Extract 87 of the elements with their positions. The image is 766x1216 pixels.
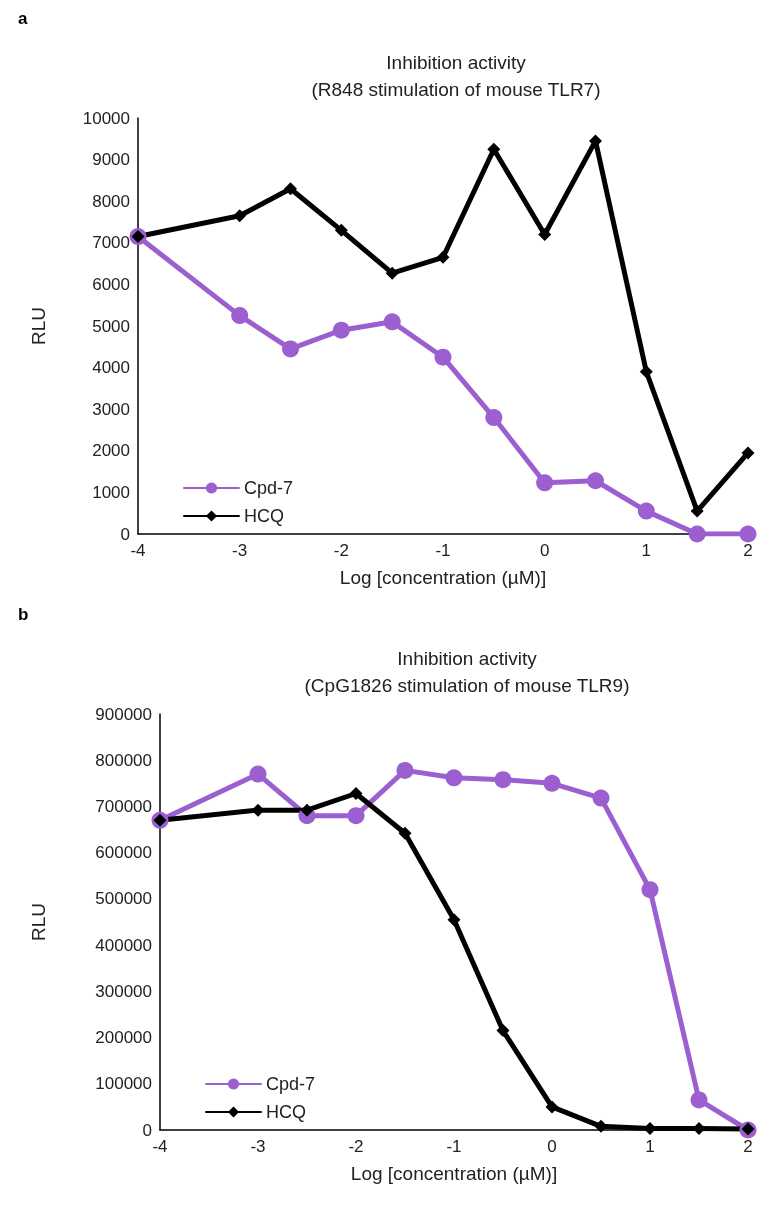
x-tick-label: -3 xyxy=(250,1137,266,1156)
point xyxy=(741,446,755,460)
point xyxy=(592,789,610,807)
point xyxy=(587,472,604,490)
point xyxy=(536,474,554,492)
y-tick-label: 3000 xyxy=(92,399,130,419)
point xyxy=(249,765,267,783)
y-axis-title: RLU xyxy=(28,902,49,942)
point xyxy=(688,525,706,543)
y-axis-title: RLU xyxy=(28,306,49,346)
point xyxy=(282,340,299,358)
y-tick-label: 5000 xyxy=(92,316,130,336)
chart-title: Inhibition activity xyxy=(386,52,527,73)
point xyxy=(739,525,757,543)
text: a xyxy=(18,9,28,28)
chart-subtitle: (R848 stimulation of mouse TLR7) xyxy=(311,79,601,100)
legend-label: HCQ xyxy=(244,506,284,526)
x-tick-label: 1 xyxy=(641,541,652,560)
y-tick-label: 400000 xyxy=(95,935,152,955)
point xyxy=(543,774,561,792)
point xyxy=(445,769,463,787)
legend-label: Cpd-7 xyxy=(266,1074,316,1094)
y-tick-label: 0 xyxy=(142,1120,152,1140)
y-tick-label: 500000 xyxy=(95,889,152,909)
point xyxy=(545,1100,559,1114)
point xyxy=(349,787,363,800)
y-tick-label: 800000 xyxy=(95,750,152,770)
point xyxy=(347,807,365,825)
x-tick-label: -4 xyxy=(130,541,146,560)
point xyxy=(231,307,249,325)
x-tick-label: -1 xyxy=(435,541,451,560)
point xyxy=(332,321,350,339)
point xyxy=(447,913,461,927)
y-tick-label: 10000 xyxy=(82,108,130,128)
point xyxy=(690,504,704,518)
point xyxy=(396,761,414,779)
legend-label: HCQ xyxy=(266,1102,306,1122)
y-tick-label: 700000 xyxy=(95,796,152,816)
x-axis-title: Log [concentration (µM)] xyxy=(350,1163,558,1184)
point xyxy=(487,142,501,156)
point xyxy=(385,266,399,280)
point xyxy=(334,223,348,237)
x-tick-label: 2 xyxy=(743,1137,753,1156)
point xyxy=(496,1024,510,1038)
y-tick-label: 4000 xyxy=(92,358,130,378)
x-tick-label: -2 xyxy=(348,1137,364,1156)
x-tick-label: 0 xyxy=(539,541,550,560)
y-tick-label: 7000 xyxy=(92,233,130,253)
point xyxy=(594,1119,608,1133)
y-tick-label: 600000 xyxy=(95,843,152,863)
x-tick-label: 1 xyxy=(645,1137,655,1156)
point xyxy=(300,803,314,817)
point xyxy=(284,182,297,196)
point xyxy=(383,313,401,331)
y-tick-label: 200000 xyxy=(95,1028,152,1048)
point xyxy=(690,1091,708,1109)
x-axis-title: Log [concentration (µM)] xyxy=(339,567,547,588)
y-tick-label: 6000 xyxy=(92,274,130,294)
x-tick-label: -4 xyxy=(152,1137,168,1156)
point xyxy=(398,826,412,840)
x-tick-label: -3 xyxy=(232,541,248,560)
point xyxy=(436,250,450,264)
point xyxy=(637,502,655,520)
y-tick-label: 1000 xyxy=(92,482,130,502)
x-tick-label: 2 xyxy=(743,541,753,560)
point xyxy=(641,881,659,899)
point xyxy=(251,803,265,817)
x-tick-label: -2 xyxy=(333,541,349,560)
point xyxy=(538,227,552,241)
y-tick-label: 300000 xyxy=(95,981,152,1001)
y-tick-label: 900000 xyxy=(95,704,152,724)
point xyxy=(494,771,512,789)
y-tick-label: 9000 xyxy=(92,150,130,170)
x-tick-label: 0 xyxy=(547,1137,557,1156)
point xyxy=(434,348,452,366)
y-tick-label: 100000 xyxy=(95,1074,152,1094)
point xyxy=(233,209,247,223)
y-tick-label: 8000 xyxy=(92,191,130,211)
text: b xyxy=(18,605,29,624)
x-tick-label: -1 xyxy=(446,1137,462,1156)
point xyxy=(639,365,653,379)
chart-title: Inhibition activity xyxy=(397,648,538,669)
chart-subtitle: (CpG1826 stimulation of mouse TLR9) xyxy=(304,675,630,696)
point xyxy=(485,409,503,427)
y-tick-label: 2000 xyxy=(92,441,130,461)
y-tick-label: 0 xyxy=(120,524,130,544)
legend-label: Cpd-7 xyxy=(244,478,294,498)
